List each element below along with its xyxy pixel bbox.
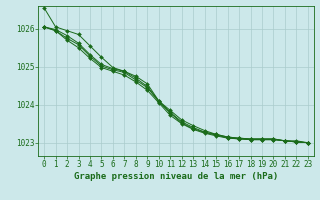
X-axis label: Graphe pression niveau de la mer (hPa): Graphe pression niveau de la mer (hPa): [74, 172, 278, 181]
